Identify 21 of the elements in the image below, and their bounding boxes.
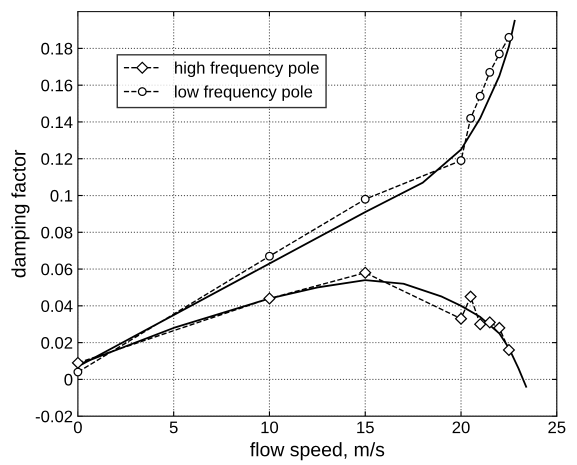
x-axis-title: flow speed, m/s [250, 442, 384, 460]
y-tick-label: 0.06 [41, 263, 72, 276]
y-tick-label: 0.18 [41, 42, 72, 55]
y-tick-label: 0.12 [41, 153, 72, 165]
y-tick-label: 0 [64, 374, 72, 386]
y-tick-label: 0.1 [50, 190, 72, 202]
x-tick-label: 25 [548, 421, 566, 434]
legend-label: high frequency pole [175, 61, 319, 78]
y-tick-label: 0.04 [41, 300, 73, 312]
y-tick-label: 0.02 [41, 337, 72, 349]
y-tick-label: -0.02 [36, 410, 72, 422]
legend-label: low frequency pole [175, 85, 312, 101]
y-tick-label: 0.16 [41, 80, 72, 92]
y-tick-label: 0.14 [41, 116, 73, 128]
x-tick-label: 10 [261, 421, 278, 434]
x-tick-label: 0 [74, 421, 82, 434]
y-axis-title: damping factor [11, 150, 30, 278]
x-tick-label: 5 [170, 422, 178, 434]
x-tick-label: 15 [357, 422, 374, 434]
x-tick-label: 20 [452, 421, 470, 434]
y-tick-label: 0.08 [41, 226, 72, 238]
